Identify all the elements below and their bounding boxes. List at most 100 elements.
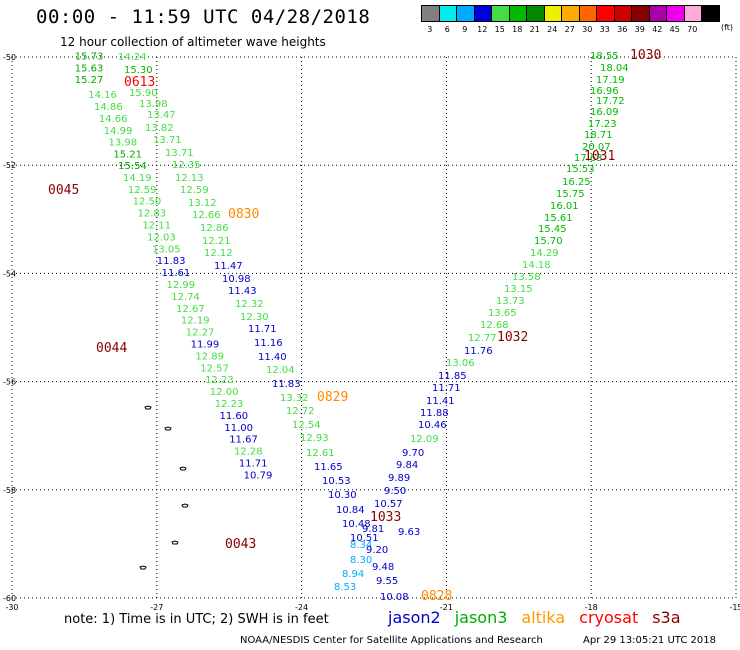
wave-height-label: 12.11	[142, 220, 171, 231]
wave-height-label: 15.73	[75, 52, 104, 63]
wave-height-label: 13.71	[153, 135, 182, 146]
wave-height-label: 12.72	[286, 406, 315, 417]
pass-time-label: 0829	[317, 390, 348, 405]
footer-note: note: 1) Time is in UTC; 2) SWH is in fe…	[64, 612, 329, 627]
lat-tick-label: -52	[3, 161, 16, 170]
wave-height-label: 16.25	[562, 177, 591, 188]
island-outline	[181, 503, 189, 508]
wave-height-label: 12.77	[468, 333, 497, 344]
wave-height-label: 14.29	[530, 248, 559, 259]
wave-height-label: 12.13	[175, 173, 204, 184]
wave-height-label: 13.06	[446, 358, 475, 369]
wave-height-label: 10.84	[336, 505, 365, 516]
wave-height-label: 10.98	[222, 274, 251, 285]
wave-height-label: 8.30	[350, 555, 372, 566]
wave-height-label: 11.47	[214, 261, 243, 272]
wave-height-label: 14.24	[118, 52, 147, 63]
wave-height-label: 12.30	[240, 312, 269, 323]
color-scale-label: 24	[547, 25, 558, 34]
wave-height-label: 13.73	[496, 296, 525, 307]
wave-height-label: 15.30	[124, 65, 153, 76]
wave-height-label: 12.03	[147, 232, 176, 243]
lon-tick-label: -18	[585, 603, 598, 612]
wave-height-label: 13.32	[280, 393, 309, 404]
legend-jason2: jason2	[388, 608, 441, 627]
wave-height-label: 10.51	[350, 533, 379, 544]
wave-height-label: 20.07	[582, 142, 611, 153]
color-scale-label: 39	[634, 25, 645, 34]
wave-height-label: 10.53	[322, 476, 351, 487]
wave-height-label: 8.94	[342, 569, 364, 580]
wave-height-label: 9.63	[398, 527, 420, 538]
color-scale-label: 3	[427, 25, 433, 34]
lat-tick-label: -50	[3, 53, 16, 62]
wave-height-label: 16.09	[590, 107, 619, 118]
legend-s3a: s3a	[652, 608, 681, 627]
wave-height-label: 8.34	[350, 540, 372, 551]
wave-height-label: 10.57	[374, 499, 403, 510]
wave-height-label: 16.96	[590, 86, 619, 97]
wave-height-label: 13.98	[139, 99, 168, 110]
wave-height-label: 12.59	[128, 185, 157, 196]
wave-height-label: 9.48	[372, 562, 394, 573]
wave-height-label: 12.32	[235, 299, 264, 310]
wave-height-label: 12.23	[205, 375, 234, 386]
wave-height-label: 15.53	[566, 164, 595, 175]
wave-height-label: 11.83	[157, 256, 186, 267]
wave-height-label: 12.09	[410, 434, 439, 445]
island-outline	[144, 405, 152, 410]
wave-height-label: 15.75	[556, 189, 585, 200]
wave-height-label: 14.18	[522, 260, 551, 271]
wave-height-label: 15.54	[118, 161, 147, 172]
wave-height-label: 11.41	[426, 396, 455, 407]
wave-height-label: 11.85	[438, 371, 467, 382]
footer-credit: NOAA/NESDIS Center for Satellite Applica…	[240, 635, 543, 646]
wave-height-label: 14.99	[104, 126, 133, 137]
pass-time-label: 1030	[630, 48, 661, 63]
wave-height-label: 12.68	[480, 320, 509, 331]
wave-height-label: 13.98	[109, 138, 138, 149]
color-scale-label: 70	[687, 25, 698, 34]
chart-subtitle: 12 hour collection of altimeter wave hei…	[60, 35, 326, 49]
wave-height-label: 14.19	[123, 173, 152, 184]
wave-height-label: 10.46	[418, 420, 447, 431]
pass-time-label: 0613	[124, 75, 155, 90]
wave-height-label: 10.48	[342, 519, 371, 530]
lat-tick-label: -56	[3, 378, 16, 387]
lon-tick-label: -30	[5, 603, 18, 612]
color-scale-label: 12	[477, 25, 488, 34]
wave-height-label: 11.71	[239, 459, 268, 470]
island-outline	[171, 540, 179, 545]
wave-height-label: 15.45	[538, 224, 567, 235]
wave-height-label: 11.40	[258, 352, 287, 363]
lon-tick-label: -15	[729, 603, 740, 612]
wave-height-label: 13.71	[165, 148, 194, 159]
island-outline	[139, 565, 147, 570]
pass-time-label: 1031	[584, 149, 615, 164]
wave-height-label: 9.89	[388, 473, 410, 484]
wave-height-label: 9.70	[402, 448, 424, 459]
wave-height-label: 11.99	[191, 340, 220, 351]
wave-height-label: 17.23	[588, 119, 617, 130]
color-scale-label: 18	[512, 25, 523, 34]
wave-height-label: 9.81	[362, 524, 384, 535]
wave-height-label: 17.63	[574, 153, 603, 164]
lon-tick-label: -27	[150, 603, 163, 612]
wave-height-label: 16.01	[550, 201, 579, 212]
pass-time-label: 1033	[370, 510, 401, 525]
pass-time-label: 0043	[225, 537, 256, 552]
footer-timestamp: Apr 29 13:05:21 UTC 2018	[583, 635, 716, 646]
wave-height-label: 9.50	[384, 486, 406, 497]
wave-height-label: 15.90	[129, 88, 158, 99]
wave-height-label: 10.30	[328, 490, 357, 501]
color-scale: 3 6 9 12 15 18 21 24 27 30 33 36 39 42 45 70	[421, 5, 720, 34]
wave-height-label: 11.71	[248, 324, 277, 335]
wave-height-label: 12.93	[300, 433, 329, 444]
wave-height-label: 12.04	[266, 365, 295, 376]
lon-tick-label: -24	[295, 603, 308, 612]
wave-height-label: 13.47	[147, 110, 176, 121]
color-scale-label: 36	[617, 25, 628, 34]
color-scale-bin: 9	[456, 5, 475, 34]
wave-height-label: 12.59	[180, 185, 209, 196]
wave-height-label: 12.28	[234, 447, 263, 458]
